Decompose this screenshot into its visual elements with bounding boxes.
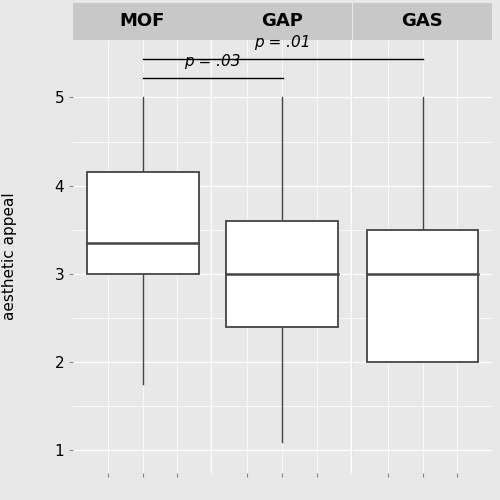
- Text: p = .01: p = .01: [254, 36, 311, 51]
- Text: GAS: GAS: [402, 12, 444, 30]
- Text: MOF: MOF: [120, 12, 165, 30]
- Text: aesthetic appeal: aesthetic appeal: [2, 192, 18, 320]
- Text: GAP: GAP: [262, 12, 304, 30]
- Bar: [226, 221, 338, 327]
- Bar: [86, 172, 198, 274]
- Text: p = .03: p = .03: [184, 54, 240, 69]
- Point: [210, 448, 216, 454]
- Point: [350, 448, 356, 454]
- Bar: [366, 230, 478, 362]
